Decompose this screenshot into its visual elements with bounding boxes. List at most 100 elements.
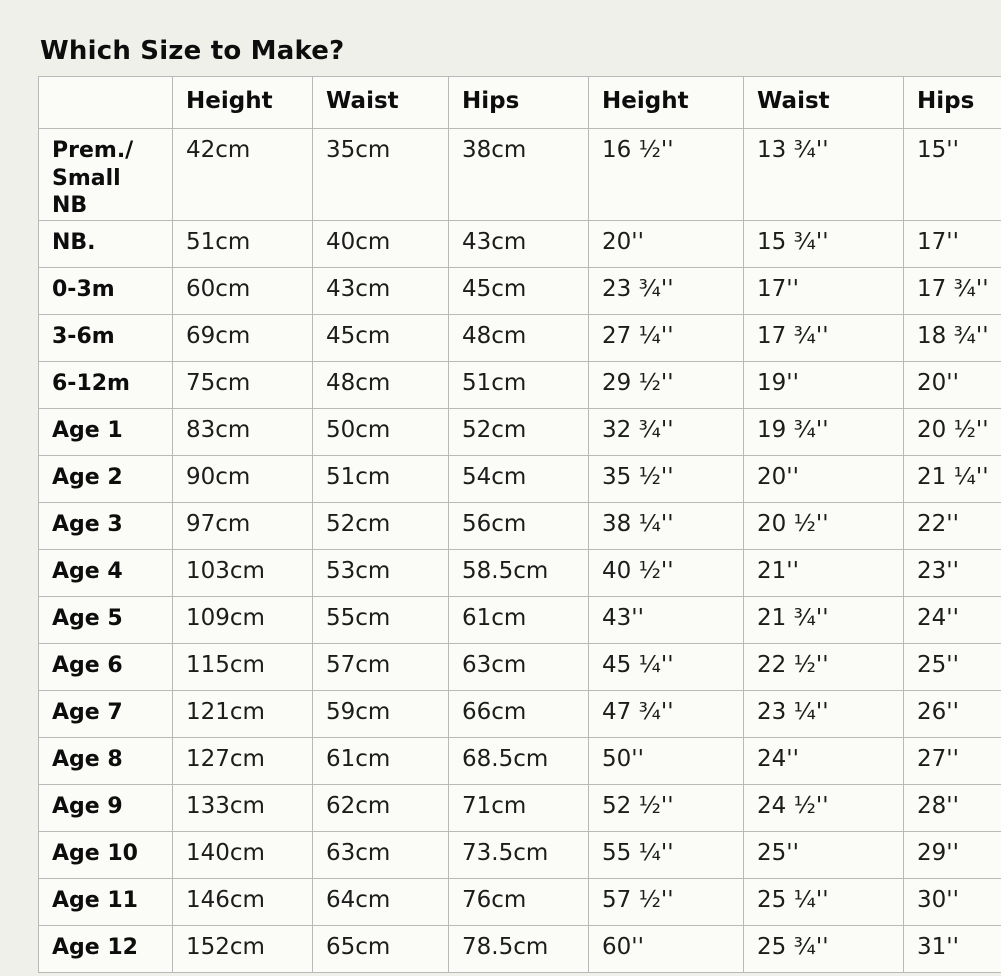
table-row: Age 10 140cm 63cm 73.5cm 55 ¼'' 25'' 29'' [38, 830, 1001, 879]
cell-hips-in: 17'' [903, 219, 1001, 268]
cell-height-in: 32 ¾'' [588, 407, 744, 456]
cell-height-cm: 83cm [172, 407, 313, 456]
cell-waist-in: 13 ¾'' [743, 128, 904, 221]
header-cell-height-4: Height [588, 76, 744, 129]
cell-waist-in: 19'' [743, 360, 904, 409]
table-row: Age 3 97cm 52cm 56cm 38 ¼'' 20 ½'' 22'' [38, 501, 1001, 550]
cell-hips-in: 20'' [903, 360, 1001, 409]
cell-waist-cm: 62cm [312, 783, 449, 832]
cell-height-in: 47 ¾'' [588, 689, 744, 738]
cell-hips-in: 18 ¾'' [903, 313, 1001, 362]
cell-waist-in: 21'' [743, 548, 904, 597]
header-row: Height Waist Hips Height Waist Hips [38, 76, 1001, 129]
cell-height-cm: 140cm [172, 830, 313, 879]
cell-height-in: 52 ½'' [588, 783, 744, 832]
page-title: Which Size to Make? [40, 36, 345, 66]
table-row: Age 11 146cm 64cm 76cm 57 ½'' 25 ¼'' 30'' [38, 877, 1001, 926]
cell-height-cm: 42cm [172, 128, 313, 221]
table-row: Prem./ Small NB 42cm 35cm 38cm 16 ½'' 13 ¾'' 1… [38, 128, 1001, 221]
table-row: Age 1 83cm 50cm 52cm 32 ¾'' 19 ¾'' 20 ½'' [38, 407, 1001, 456]
cell-hips-cm: 63cm [448, 642, 589, 691]
cell-hips-cm: 52cm [448, 407, 589, 456]
cell-hips-in: 17 ¾'' [903, 266, 1001, 315]
table-row: Age 9 133cm 62cm 71cm 52 ½'' 24 ½'' 28'' [38, 783, 1001, 832]
cell-height-in: 50'' [588, 736, 744, 785]
table-row: Age 6 115cm 57cm 63cm 45 ¼'' 22 ½'' 25'' [38, 642, 1001, 691]
row-label: 6-12m [38, 360, 173, 409]
cell-hips-in: 29'' [903, 830, 1001, 879]
cell-hips-in: 31'' [903, 924, 1001, 973]
cell-hips-cm: 61cm [448, 595, 589, 644]
header-cell-waist-2: Waist [312, 76, 449, 129]
row-label: Age 3 [38, 501, 173, 550]
cell-waist-in: 23 ¼'' [743, 689, 904, 738]
cell-hips-in: 28'' [903, 783, 1001, 832]
cell-height-cm: 69cm [172, 313, 313, 362]
cell-hips-cm: 66cm [448, 689, 589, 738]
cell-height-in: 27 ¼'' [588, 313, 744, 362]
cell-waist-cm: 61cm [312, 736, 449, 785]
cell-waist-cm: 43cm [312, 266, 449, 315]
cell-hips-in: 20 ½'' [903, 407, 1001, 456]
cell-height-cm: 90cm [172, 454, 313, 503]
cell-waist-in: 15 ¾'' [743, 219, 904, 268]
cell-waist-cm: 40cm [312, 219, 449, 268]
cell-waist-cm: 65cm [312, 924, 449, 973]
cell-hips-in: 23'' [903, 548, 1001, 597]
cell-hips-in: 21 ¼'' [903, 454, 1001, 503]
cell-height-cm: 97cm [172, 501, 313, 550]
cell-waist-in: 17 ¾'' [743, 313, 904, 362]
cell-waist-in: 25 ¼'' [743, 877, 904, 926]
cell-hips-cm: 71cm [448, 783, 589, 832]
cell-waist-cm: 51cm [312, 454, 449, 503]
cell-height-cm: 121cm [172, 689, 313, 738]
cell-waist-in: 22 ½'' [743, 642, 904, 691]
cell-hips-cm: 73.5cm [448, 830, 589, 879]
header-cell-height-1: Height [172, 76, 313, 129]
row-label: Age 1 [38, 407, 173, 456]
header-cell-waist-5: Waist [743, 76, 904, 129]
cell-hips-cm: 43cm [448, 219, 589, 268]
cell-waist-in: 25'' [743, 830, 904, 879]
cell-height-in: 20'' [588, 219, 744, 268]
cell-height-in: 29 ½'' [588, 360, 744, 409]
cell-height-in: 16 ½'' [588, 128, 744, 221]
cell-waist-in: 24'' [743, 736, 904, 785]
table-row: NB. 51cm 40cm 43cm 20'' 15 ¾'' 17'' [38, 219, 1001, 268]
table-row: Age 8 127cm 61cm 68.5cm 50'' 24'' 27'' [38, 736, 1001, 785]
header-cell-hips-3: Hips [448, 76, 589, 129]
row-label: Age 4 [38, 548, 173, 597]
row-label: 0-3m [38, 266, 173, 315]
row-label: NB. [38, 219, 173, 268]
cell-waist-cm: 55cm [312, 595, 449, 644]
cell-hips-in: 15'' [903, 128, 1001, 221]
cell-hips-cm: 78.5cm [448, 924, 589, 973]
cell-height-in: 43'' [588, 595, 744, 644]
cell-waist-in: 21 ¾'' [743, 595, 904, 644]
row-label: Age 2 [38, 454, 173, 503]
cell-height-cm: 60cm [172, 266, 313, 315]
cell-hips-in: 30'' [903, 877, 1001, 926]
cell-waist-cm: 35cm [312, 128, 449, 221]
cell-waist-in: 20'' [743, 454, 904, 503]
cell-waist-cm: 45cm [312, 313, 449, 362]
cell-hips-cm: 68.5cm [448, 736, 589, 785]
table-row: Age 5 109cm 55cm 61cm 43'' 21 ¾'' 24'' [38, 595, 1001, 644]
row-label: Age 10 [38, 830, 173, 879]
row-label: Age 9 [38, 783, 173, 832]
cell-waist-cm: 63cm [312, 830, 449, 879]
row-label: 3-6m [38, 313, 173, 362]
cell-height-cm: 75cm [172, 360, 313, 409]
table-row: Age 12 152cm 65cm 78.5cm 60'' 25 ¾'' 31'' [38, 924, 1001, 973]
size-chart-table: Height Waist Hips Height Waist Hips Prem./ Sm… [38, 76, 1001, 973]
cell-height-cm: 51cm [172, 219, 313, 268]
cell-hips-cm: 51cm [448, 360, 589, 409]
cell-waist-cm: 48cm [312, 360, 449, 409]
cell-height-cm: 127cm [172, 736, 313, 785]
cell-hips-in: 26'' [903, 689, 1001, 738]
table-row: Age 7 121cm 59cm 66cm 47 ¾'' 23 ¼'' 26'' [38, 689, 1001, 738]
cell-height-cm: 103cm [172, 548, 313, 597]
row-label: Age 11 [38, 877, 173, 926]
cell-hips-cm: 45cm [448, 266, 589, 315]
